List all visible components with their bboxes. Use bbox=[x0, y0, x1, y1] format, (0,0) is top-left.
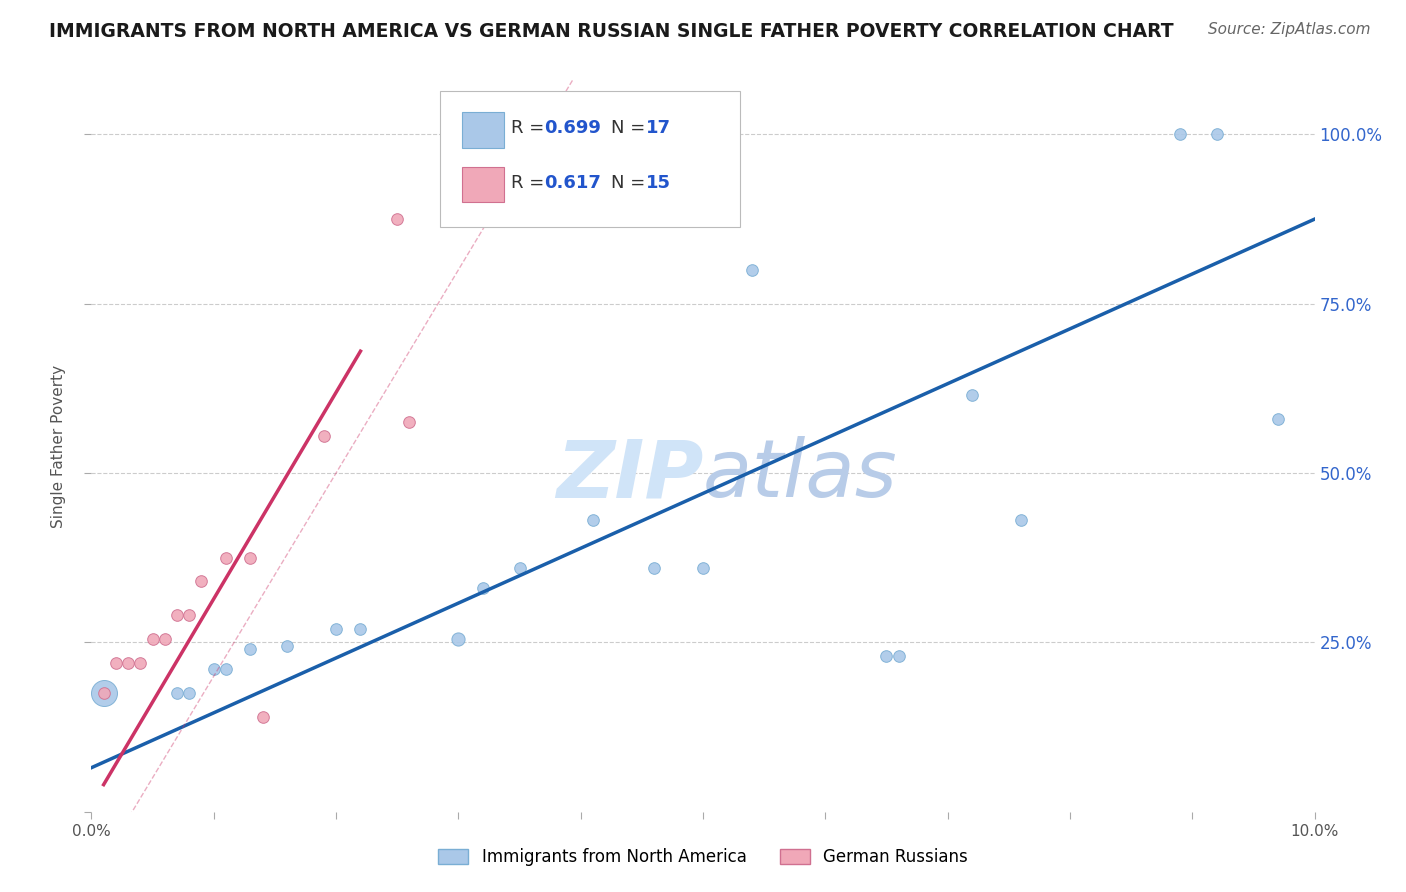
Y-axis label: Single Father Poverty: Single Father Poverty bbox=[51, 365, 66, 527]
Point bbox=[1168, 128, 1191, 142]
Text: N =: N = bbox=[612, 174, 651, 192]
FancyBboxPatch shape bbox=[440, 91, 740, 227]
Point bbox=[509, 561, 531, 575]
Point bbox=[190, 574, 212, 589]
Point bbox=[398, 415, 420, 429]
Text: 15: 15 bbox=[645, 174, 671, 192]
Point bbox=[1010, 514, 1032, 528]
Point bbox=[643, 561, 665, 575]
Point bbox=[215, 663, 238, 677]
Point bbox=[276, 639, 298, 653]
Point bbox=[117, 656, 139, 670]
Legend: Immigrants from North America, German Russians: Immigrants from North America, German Ru… bbox=[432, 841, 974, 873]
Text: atlas: atlas bbox=[703, 436, 898, 515]
Point bbox=[129, 656, 152, 670]
Point bbox=[875, 648, 898, 663]
Point bbox=[692, 561, 714, 575]
FancyBboxPatch shape bbox=[463, 167, 503, 202]
Text: 0.617: 0.617 bbox=[544, 174, 600, 192]
Point bbox=[202, 663, 225, 677]
Point bbox=[960, 388, 983, 402]
Text: R =: R = bbox=[510, 119, 550, 136]
Text: N =: N = bbox=[612, 119, 651, 136]
Point bbox=[141, 632, 163, 646]
FancyBboxPatch shape bbox=[463, 112, 503, 147]
Point bbox=[252, 710, 274, 724]
Point bbox=[179, 608, 201, 623]
Point bbox=[166, 608, 188, 623]
Point bbox=[239, 642, 262, 657]
Text: ZIP: ZIP bbox=[555, 436, 703, 515]
Point bbox=[239, 550, 262, 565]
Point bbox=[93, 686, 115, 700]
Text: 0.699: 0.699 bbox=[544, 119, 600, 136]
Point bbox=[741, 263, 763, 277]
Point bbox=[1267, 412, 1289, 426]
Point bbox=[179, 686, 201, 700]
Point bbox=[325, 622, 347, 636]
Point bbox=[447, 632, 470, 646]
Point bbox=[349, 622, 371, 636]
Point bbox=[582, 514, 605, 528]
Text: R =: R = bbox=[510, 174, 550, 192]
Point bbox=[93, 686, 115, 700]
Point bbox=[215, 550, 238, 565]
Point bbox=[1205, 128, 1227, 142]
Text: 17: 17 bbox=[645, 119, 671, 136]
Point bbox=[887, 648, 910, 663]
Point bbox=[104, 656, 127, 670]
Point bbox=[471, 581, 494, 595]
Point bbox=[153, 632, 176, 646]
Text: Source: ZipAtlas.com: Source: ZipAtlas.com bbox=[1208, 22, 1371, 37]
Point bbox=[385, 212, 409, 227]
Text: IMMIGRANTS FROM NORTH AMERICA VS GERMAN RUSSIAN SINGLE FATHER POVERTY CORRELATIO: IMMIGRANTS FROM NORTH AMERICA VS GERMAN … bbox=[49, 22, 1174, 41]
Point bbox=[166, 686, 188, 700]
Point bbox=[312, 429, 335, 443]
